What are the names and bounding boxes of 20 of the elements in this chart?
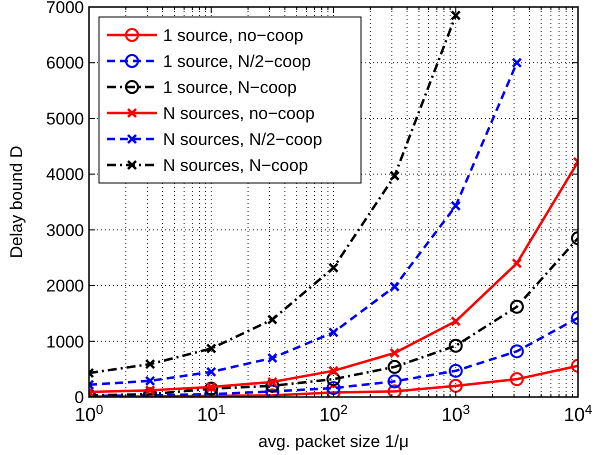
legend-label: 1 source, no−coop	[163, 26, 304, 45]
x-tick-label: 10$^{3}$	[441, 402, 470, 426]
legend-label: 1 source, N−coop	[163, 78, 297, 97]
x-tick-label: 10$^{4}$	[564, 402, 592, 426]
legend-label: N sources, N/2−coop	[163, 130, 322, 149]
legend-label: N sources, no−coop	[163, 104, 315, 123]
y-tick-label: 7000	[46, 0, 84, 17]
y-tick-label: 1000	[46, 332, 84, 352]
legend-label: N sources, N−coop	[163, 156, 308, 175]
x-tick-label: 10$^{2}$	[319, 402, 348, 426]
y-tick-label: 2000	[46, 276, 84, 296]
y-tick-label: 4000	[46, 165, 84, 184]
legend-label: 1 source, N/2−coop	[163, 52, 311, 71]
x-axis-title: avg. packet size 1/μ	[258, 432, 409, 451]
y-tick-label: 3000	[46, 220, 84, 240]
y-tick-label: 5000	[46, 109, 84, 128]
y-axis-title: Delay bound D	[7, 146, 26, 258]
x-tick-label: 10$^{1}$	[196, 402, 226, 426]
y-tick-label: 0	[74, 388, 84, 407]
y-tick-label: 6000	[46, 54, 84, 73]
